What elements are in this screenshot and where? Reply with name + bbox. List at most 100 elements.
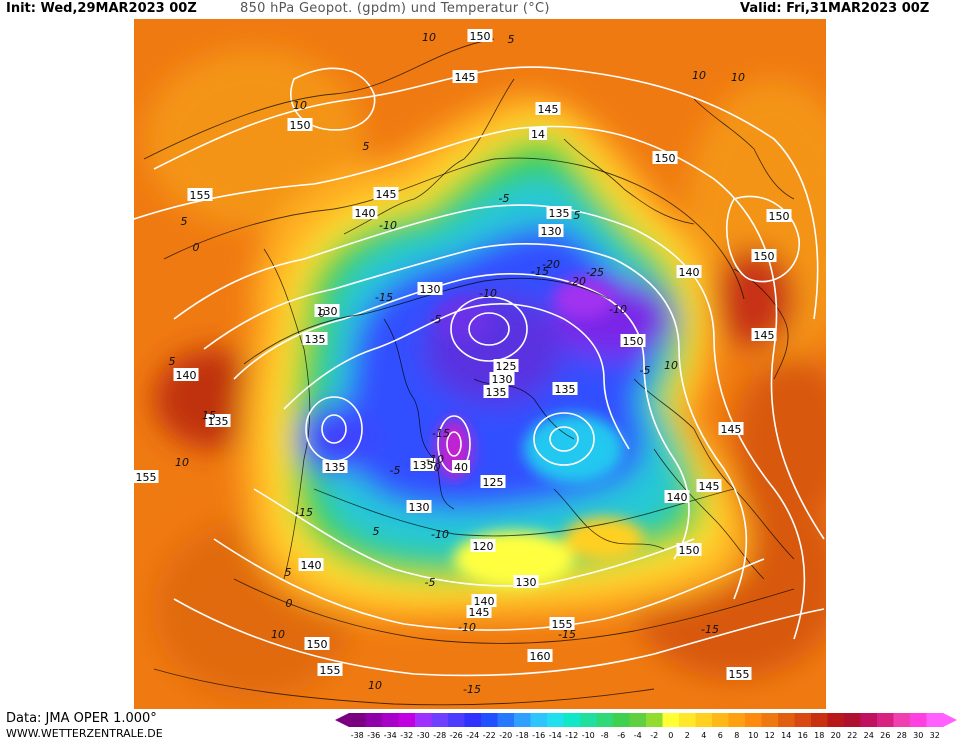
colorbar-tick-label: 16	[798, 731, 808, 740]
colorbar-cell	[893, 713, 911, 727]
geopotential-label: 145	[373, 187, 399, 201]
geopotential-label: 135	[322, 460, 348, 474]
colorbar-tick-label: 10	[748, 731, 758, 740]
colorbar-cell	[530, 713, 548, 727]
geopotential-label: 150	[652, 151, 678, 165]
temperature-label: -5	[425, 576, 436, 589]
geopotential-label-text: 155	[190, 189, 211, 202]
geopotential-label: 130	[489, 372, 515, 386]
temperature-label: -10	[379, 219, 397, 232]
init-time-label: Init: Wed,29MAR2023 00Z	[6, 1, 197, 16]
colorbar-tick-label: 30	[913, 731, 923, 740]
geopotential-label: 135	[546, 206, 572, 220]
geopotential-label-text: 145	[455, 71, 476, 84]
colorbar-tick-label: 18	[814, 731, 824, 740]
temperature-label: -5	[640, 364, 651, 377]
temperature-label: -10	[431, 528, 449, 541]
colorbar-cell	[431, 713, 449, 727]
geopotential-label: 130	[314, 304, 340, 318]
colorbar-cell	[415, 713, 432, 727]
geopotential-label: 145	[466, 605, 492, 619]
temperature-label: 0	[319, 307, 326, 320]
colorbar-tick-label: -32	[400, 731, 413, 740]
colorbar-cell	[563, 713, 581, 727]
colorbar-tick-label: 0	[668, 731, 673, 740]
colorbar-cell	[926, 713, 944, 727]
geopotential-label-text: 135	[549, 207, 570, 220]
geopotential-label: 150	[766, 209, 792, 223]
weather-map: 150 145 145 14 150 150 155 145 140 135 130 150 150 14…	[134, 19, 826, 709]
colorbar-tick-label: -38	[351, 731, 364, 740]
geopotential-label-text: 145	[754, 329, 775, 342]
geopotential-label-text: 120	[473, 540, 494, 553]
geopotential-label: 135	[552, 382, 578, 396]
geopotential-label: 140	[173, 368, 199, 382]
geopotential-label: 150	[751, 249, 777, 263]
geopotential-label: 125	[493, 359, 519, 373]
temperature-label: 10	[271, 628, 285, 641]
colorbar-tick-label: -6	[617, 731, 625, 740]
colorbar-tick-label: 20	[831, 731, 841, 740]
colorbar-tick-label: -22	[483, 731, 496, 740]
footer: Data: JMA OPER 1.000° WWW.WETTERZENTRALE…	[0, 711, 959, 741]
geopotential-label-text: 150	[623, 335, 644, 348]
colorbar-cell	[695, 713, 713, 727]
temperature-label: -15	[531, 265, 549, 278]
geopotential-label-text: 135	[413, 459, 434, 472]
temperature-color-legend: -38 -36 -34 -32 -30 -28 -26 -24 -22 -20 -18 -16 -14-…	[335, 713, 957, 740]
colorbar-cell	[629, 713, 647, 727]
geopotential-label: 130	[538, 224, 564, 238]
geopotential-label: 140	[352, 206, 378, 220]
geopotential-label-text: 130	[516, 576, 537, 589]
geopotential-label-text: 130	[317, 305, 338, 318]
temperature-field	[134, 19, 826, 709]
temperature-label: 5	[363, 140, 370, 153]
colorbar-tick-label: -36	[367, 731, 380, 740]
temperature-label: 15	[202, 409, 216, 422]
geopotential-label-text: 140	[679, 266, 700, 279]
geopotential-label-text: 125	[496, 360, 517, 373]
colorbar-tick-label: -12	[565, 731, 578, 740]
geopotential-label-text: 150	[754, 250, 775, 263]
geopotential-label-text: 135	[555, 383, 576, 396]
geopotential-label: 155	[317, 663, 343, 677]
colorbar-tick-label: 28	[897, 731, 907, 740]
temperature-label: -5	[390, 464, 401, 477]
colorbar-cell	[349, 713, 366, 727]
geopotential-label: 140	[664, 490, 690, 504]
geopotential-label-text: 130	[420, 283, 441, 296]
temperature-label: -10	[609, 303, 627, 316]
temperature-label: -15	[558, 628, 576, 641]
colorbar-cell	[728, 713, 746, 727]
geopotential-label: 14	[529, 127, 547, 141]
colorbar-cell	[596, 713, 614, 727]
colorbar-left-arrow	[335, 713, 349, 727]
geopotential-label: 130	[406, 500, 432, 514]
temperature-label: 10	[731, 71, 745, 84]
temperature-label: -15	[701, 623, 719, 636]
colorbar-cell	[580, 713, 597, 727]
geopotential-label: 150	[620, 334, 646, 348]
colorbar-cell	[497, 713, 515, 727]
colorbar-tick-label: -34	[384, 731, 397, 740]
geopotential-label: 145	[452, 70, 478, 84]
geopotential-label: 140	[676, 265, 702, 279]
geopotential-label: 135	[302, 332, 328, 346]
geopotential-label: 150	[676, 543, 702, 557]
geopotential-label: 135	[205, 414, 231, 428]
temperature-label: 5	[373, 525, 380, 538]
geopotential-label-text: 150	[290, 119, 311, 132]
temperature-label: -15	[432, 427, 450, 440]
geopotential-label: 145	[751, 328, 777, 342]
temperature-label: -15	[375, 291, 393, 304]
geopotential-label: 160	[527, 649, 553, 663]
geopotential-label-text: 130	[541, 225, 562, 238]
temperature-label: -25	[586, 266, 604, 279]
geopotential-label: 130	[513, 575, 539, 589]
temperature-label: -10	[426, 453, 444, 466]
colorbar-cell	[547, 713, 564, 727]
temperature-label: 5	[508, 33, 515, 46]
geopotential-label-text: 150	[679, 544, 700, 557]
